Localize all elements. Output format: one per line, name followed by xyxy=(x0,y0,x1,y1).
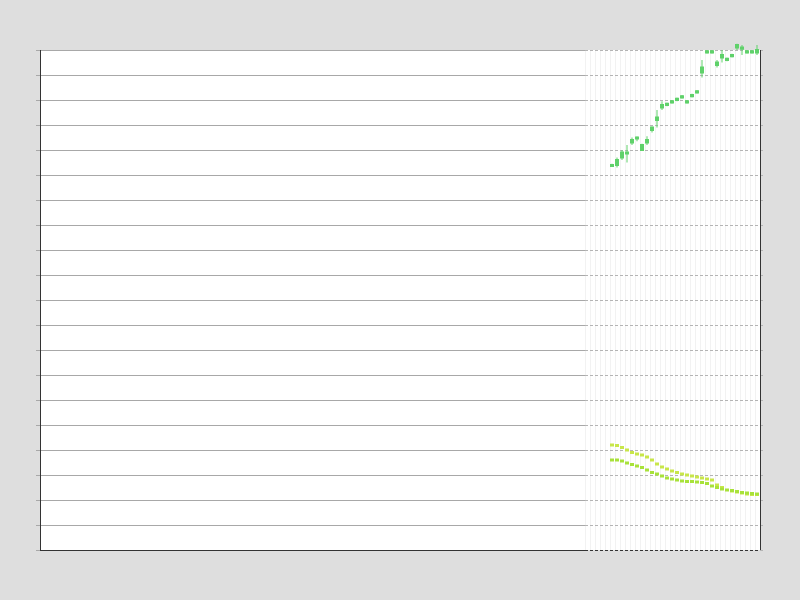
candle-body xyxy=(735,44,739,49)
candle-body xyxy=(660,104,664,109)
upper-band-point xyxy=(700,476,704,480)
candle-body xyxy=(750,50,754,54)
candle-body xyxy=(640,144,644,151)
candle-body xyxy=(725,57,729,61)
upper-band-point xyxy=(710,478,714,482)
candle-body xyxy=(740,46,744,50)
upper-band-point xyxy=(680,472,684,476)
upper-band-point xyxy=(630,451,634,454)
upper-band-point xyxy=(690,474,694,478)
candle-body xyxy=(635,136,639,140)
upper-band-point xyxy=(625,448,629,452)
candle-body xyxy=(675,97,679,101)
candle-body xyxy=(730,54,734,58)
upper-band-point xyxy=(640,453,644,457)
lower-band-point xyxy=(700,481,704,484)
candle-body xyxy=(705,50,709,54)
lower-band-point xyxy=(630,463,634,466)
upper-band-point xyxy=(655,462,659,466)
lower-band-point xyxy=(755,492,759,496)
lower-band-point xyxy=(705,482,709,485)
lower-band-point xyxy=(625,461,629,465)
lower-band-point xyxy=(610,458,614,462)
lower-band-point xyxy=(620,459,624,463)
candle-body xyxy=(670,100,674,104)
candle-body xyxy=(755,49,759,54)
upper-band-point xyxy=(650,458,654,462)
candle-body xyxy=(685,100,689,104)
lower-band-point xyxy=(645,468,649,472)
upper-band-point xyxy=(665,467,669,471)
upper-band-point xyxy=(695,475,699,479)
lower-band-point xyxy=(730,489,734,492)
candle-body xyxy=(630,139,634,144)
upper-band-point xyxy=(645,455,649,459)
lower-band-point xyxy=(710,484,714,488)
candle-body xyxy=(625,151,629,155)
candle-body xyxy=(720,54,724,59)
candle-body xyxy=(695,90,699,94)
candle-body xyxy=(645,139,649,144)
lower-band-point xyxy=(615,458,619,462)
upper-band-point xyxy=(705,477,709,481)
series-lower-band xyxy=(610,458,759,496)
upper-band-point xyxy=(660,465,664,469)
upper-band-point xyxy=(610,443,614,447)
lower-band-point xyxy=(670,477,674,481)
lower-band-point xyxy=(655,472,659,476)
upper-band-point xyxy=(675,471,679,474)
upper-band-point xyxy=(670,469,674,473)
lower-band-point xyxy=(750,492,754,495)
candle-body xyxy=(745,50,749,54)
candle-body xyxy=(655,116,659,121)
lower-band-point xyxy=(635,464,639,468)
candle-body xyxy=(615,159,619,166)
lower-band-point xyxy=(715,486,719,489)
candle-body xyxy=(665,102,669,106)
lower-band-point xyxy=(685,480,689,483)
series-candles xyxy=(610,43,759,168)
candle-body xyxy=(690,94,694,98)
upper-band-point xyxy=(685,473,689,477)
upper-band-point xyxy=(615,444,619,447)
lower-band-point xyxy=(740,491,744,494)
upper-band-point xyxy=(715,483,719,487)
candle-body xyxy=(710,50,714,54)
lower-band-point xyxy=(650,471,654,474)
lower-band-point xyxy=(745,491,749,495)
candle-body xyxy=(610,164,614,167)
lower-band-point xyxy=(720,487,724,491)
lower-band-point xyxy=(675,478,679,482)
candle-body xyxy=(620,151,624,159)
lower-band-point xyxy=(665,476,669,480)
lower-band-point xyxy=(680,479,684,483)
lower-band-point xyxy=(735,490,739,493)
axes xyxy=(40,50,761,551)
candle-body xyxy=(650,126,654,131)
upper-band-point xyxy=(635,452,639,456)
candle-body xyxy=(680,95,684,99)
candle-body xyxy=(715,61,719,66)
lower-band-point xyxy=(695,480,699,484)
lower-band-point xyxy=(640,466,644,469)
lower-band-point xyxy=(725,488,729,492)
candle-body xyxy=(700,66,704,74)
lower-band-point xyxy=(660,474,664,478)
upper-band-point xyxy=(620,446,624,449)
lower-band-point xyxy=(690,480,694,483)
